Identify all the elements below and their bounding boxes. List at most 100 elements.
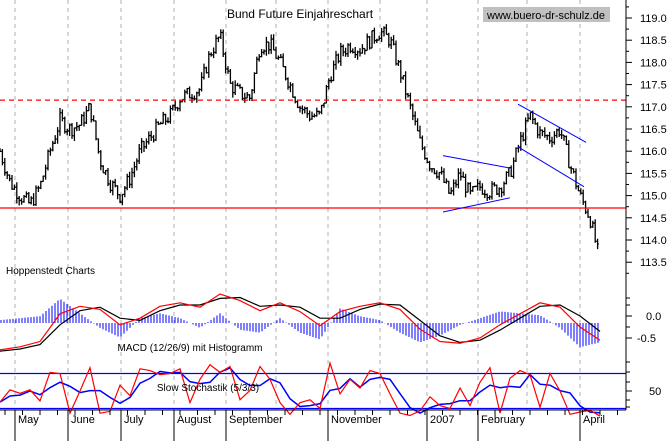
price-bar (142, 140, 146, 152)
price-bar (483, 189, 486, 199)
price-bar (565, 135, 568, 146)
price-bar (121, 193, 124, 206)
price-bar (363, 47, 366, 55)
price-bar (435, 170, 438, 179)
price-bar (514, 147, 518, 162)
price-bar (150, 130, 153, 141)
price-bar (368, 35, 371, 50)
price-bar (358, 48, 362, 57)
price-bar (171, 104, 174, 111)
price-bar (70, 123, 74, 139)
price-bar (548, 131, 551, 144)
price-bar (63, 116, 66, 134)
price-bar (272, 34, 275, 51)
price-bar (128, 171, 131, 188)
price-bar (553, 131, 556, 145)
price-bar (291, 83, 294, 98)
price-bar (404, 71, 407, 100)
chart-title: Bund Future Einjahreschart (227, 7, 374, 21)
price-bar (80, 114, 83, 127)
price-bar (596, 238, 599, 250)
price-bar (243, 92, 246, 103)
x-tick-label: June (71, 414, 95, 426)
price-bar (25, 191, 28, 198)
price-bar (411, 103, 414, 121)
grid-lines (14, 0, 581, 410)
price-bar (519, 131, 522, 151)
price-bar (262, 49, 266, 55)
price-bar (248, 94, 251, 101)
x-tick-label: April (583, 414, 605, 426)
price-bar (166, 117, 170, 124)
price-bar (517, 144, 520, 153)
price-bar (558, 127, 561, 137)
price-bar (279, 54, 282, 59)
y-tick-label: 114.5 (640, 213, 667, 225)
price-bar (378, 35, 381, 41)
price-bar (157, 121, 160, 126)
price-bar (1, 148, 4, 166)
price-bar (147, 131, 150, 145)
price-bar (265, 36, 268, 56)
price-bar (342, 44, 345, 57)
price-bar (502, 181, 506, 196)
price-bar (522, 132, 525, 142)
price-bar (380, 27, 383, 43)
macd-tick-label: -0.5 (637, 333, 656, 345)
price-bar (111, 180, 114, 196)
price-bar (382, 26, 386, 37)
price-bar (440, 166, 443, 175)
price-bar (586, 208, 590, 218)
price-bar (42, 175, 45, 183)
price-bar (116, 185, 119, 200)
y-tick-label: 113.5 (640, 257, 667, 269)
price-bar (315, 107, 318, 117)
price-bar (584, 200, 587, 215)
price-bar (205, 66, 208, 74)
price-bar (313, 113, 316, 118)
price-bar (423, 146, 426, 160)
price-bar (99, 150, 102, 171)
price-bar (524, 117, 527, 146)
price-bar (414, 111, 417, 126)
price-bar (253, 72, 256, 94)
price-bar (90, 103, 93, 123)
price-bar (34, 185, 38, 206)
price-bar (385, 24, 388, 36)
price-bar (447, 180, 450, 194)
y-tick-label: 119.0 (640, 13, 667, 25)
price-bar (255, 56, 258, 75)
price-bar (39, 180, 42, 190)
price-bar (438, 171, 441, 181)
price-bar (418, 125, 422, 139)
price-bar (188, 86, 191, 99)
price-bar (8, 174, 11, 182)
price-bar (354, 47, 357, 58)
price-bar (106, 168, 110, 187)
price-bar (231, 81, 234, 98)
price-bar (510, 165, 513, 178)
price-bar (212, 47, 215, 59)
price-bar (402, 75, 405, 80)
price-bar (284, 66, 287, 81)
credit-label: Hoppenstedt Charts (6, 266, 95, 277)
price-bar (445, 178, 448, 184)
price-bar (44, 164, 47, 180)
price-bar (123, 186, 126, 198)
price-bar (322, 102, 326, 108)
price-bar (387, 32, 390, 48)
price-bar (488, 195, 491, 200)
price-bar (164, 113, 167, 125)
price-bar (454, 179, 458, 188)
price-bar (286, 77, 290, 90)
price-bar (222, 29, 225, 57)
price-bar (15, 182, 18, 204)
y-tick-label: 115.5 (640, 168, 667, 180)
price-bar (457, 168, 460, 189)
price-bar (94, 120, 98, 141)
price-bar (562, 134, 566, 141)
price-bar (82, 111, 86, 127)
price-bar (200, 72, 203, 92)
price-bar (246, 92, 249, 99)
price-bar (140, 138, 143, 154)
